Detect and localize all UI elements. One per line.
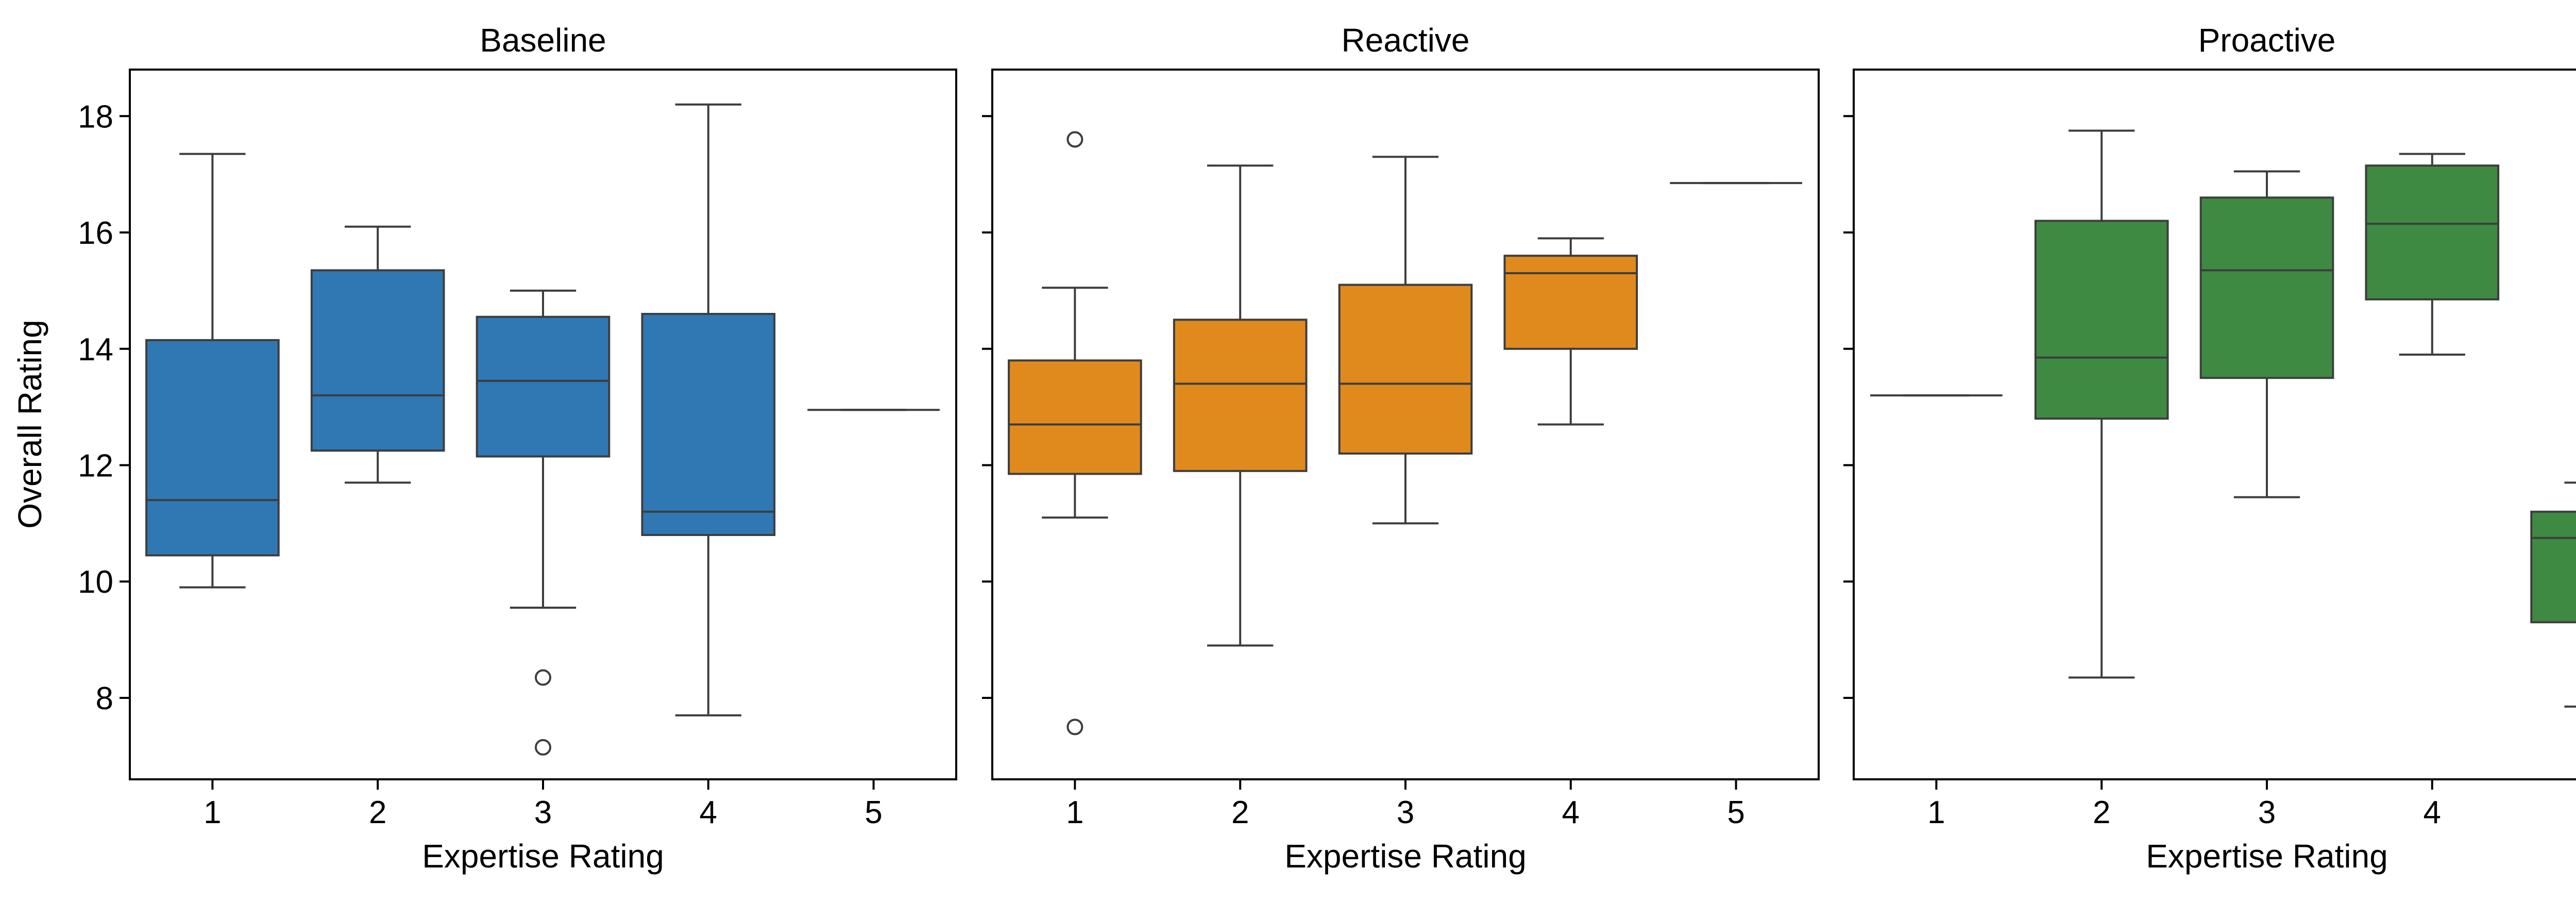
box-5: [2530, 481, 2576, 708]
box-1: [1008, 131, 1142, 736]
y-tick-label: 8: [96, 681, 113, 716]
y-tick-label: 10: [78, 564, 113, 600]
x-axis-label: Expertise Rating: [422, 838, 664, 875]
iqr-box: [476, 315, 611, 458]
outlier-point: [535, 739, 551, 756]
x-tick-label: 2: [369, 795, 386, 830]
x-tick-label: 5: [1727, 795, 1744, 830]
x-tick-label: 3: [1397, 795, 1414, 830]
iqr-box: [1008, 359, 1142, 475]
y-axis-label: Overall Rating: [11, 320, 48, 529]
iqr-box: [145, 339, 280, 557]
x-tick-label: 4: [700, 795, 717, 830]
box-3: [476, 289, 611, 756]
box-4: [2365, 153, 2500, 356]
panel-title: Reactive: [1342, 22, 1470, 59]
panel-title: Proactive: [2198, 22, 2336, 59]
iqr-box: [1338, 283, 1473, 455]
box-2: [1173, 164, 1308, 647]
outlier-point: [1066, 719, 1083, 736]
panel-title: Baseline: [480, 22, 606, 59]
x-tick-label: 1: [1066, 795, 1083, 830]
box-3: [1338, 156, 1473, 525]
y-tick-label: 14: [78, 332, 113, 368]
panel-proactive: Proactive12345Expertise Rating: [1843, 22, 2576, 875]
y-tick-label: 12: [78, 448, 113, 484]
x-tick-label: 4: [2424, 795, 2441, 830]
y-tick-label: 16: [78, 215, 113, 251]
outlier-point: [535, 669, 551, 686]
x-tick-label: 1: [204, 795, 221, 830]
iqr-box: [310, 269, 445, 452]
iqr-box: [2365, 164, 2500, 300]
box-2: [2034, 129, 2169, 679]
box-3: [2199, 170, 2334, 498]
iqr-box: [2199, 196, 2334, 379]
iqr-box: [1173, 319, 1308, 472]
x-axis-label: Expertise Rating: [1284, 838, 1527, 875]
x-tick-label: 3: [534, 795, 552, 830]
x-tick-label: 1: [1927, 795, 1945, 830]
box-1: [145, 153, 280, 589]
iqr-box: [1503, 255, 1638, 350]
x-tick-label: 2: [2093, 795, 2110, 830]
y-tick-label: 18: [78, 99, 113, 135]
x-tick-label: 3: [2258, 795, 2276, 830]
box-2: [310, 225, 445, 484]
box-4: [641, 103, 776, 716]
iqr-box: [641, 313, 776, 536]
x-axis-label: Expertise Rating: [2146, 838, 2388, 875]
x-tick-label: 5: [865, 795, 882, 830]
x-tick-label: 2: [1231, 795, 1249, 830]
iqr-box: [2034, 220, 2169, 420]
panel-reactive: Reactive 1 2 3 4 5 Expertise Rating: [982, 22, 1820, 875]
x-tick-label: 4: [1562, 795, 1580, 830]
outlier-point: [1066, 131, 1083, 148]
iqr-box: [2530, 510, 2576, 624]
box-4: [1503, 237, 1638, 426]
